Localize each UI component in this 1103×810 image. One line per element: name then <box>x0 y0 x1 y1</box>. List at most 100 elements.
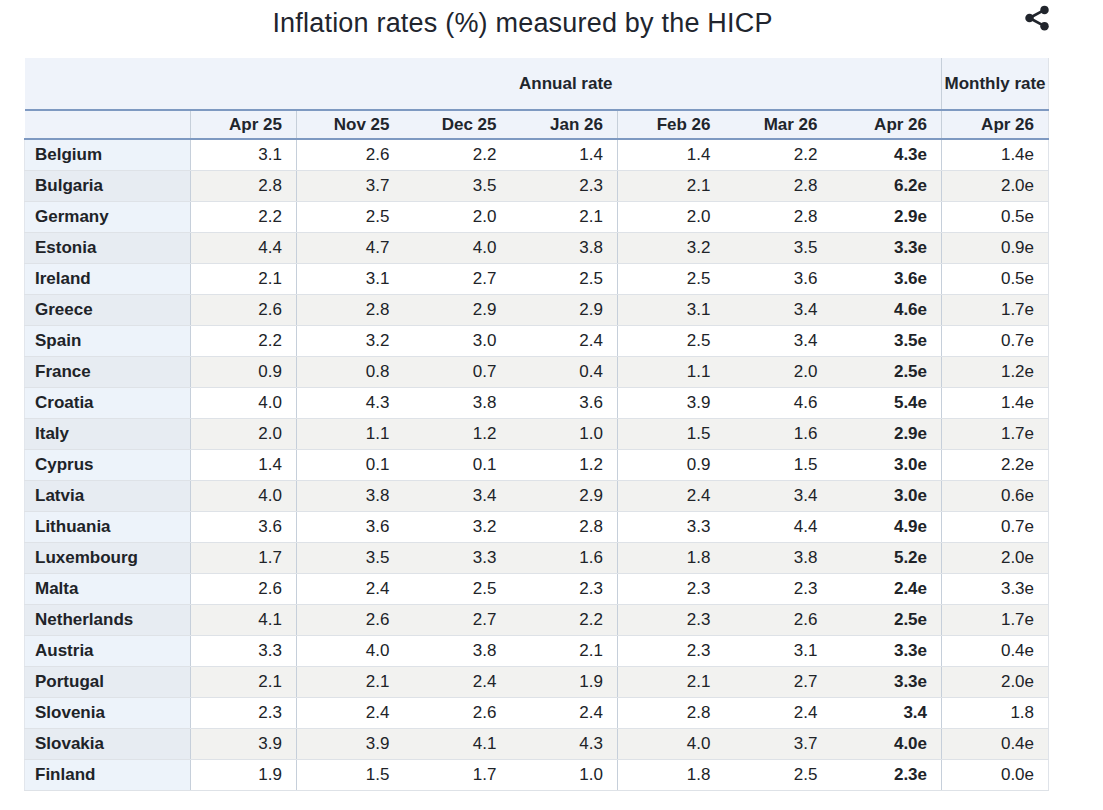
annual-rate-cell: 1.7 <box>191 542 297 573</box>
monthly-rate-cell: 0.0e <box>942 759 1049 790</box>
annual-rate-cell: 3.3e <box>832 232 942 263</box>
annual-rate-cell: 2.6 <box>191 294 297 325</box>
table-row: Portugal2.12.12.41.92.12.73.3e2.0e <box>25 666 1049 697</box>
annual-rate-cell: 3.4 <box>404 480 511 511</box>
table-row: Lithuania3.63.63.22.83.34.44.9e0.7e <box>25 511 1049 542</box>
annual-rate-cell: 3.7 <box>297 170 404 201</box>
annual-rate-cell: 2.3e <box>832 759 942 790</box>
annual-rate-cell: 3.2 <box>404 511 511 542</box>
country-cell: Italy <box>25 418 191 449</box>
annual-rate-cell: 2.6 <box>297 139 404 170</box>
annual-rate-cell: 4.6 <box>725 387 832 418</box>
annual-rate-cell: 2.4 <box>511 325 618 356</box>
annual-rate-group-header: Annual rate <box>191 58 942 110</box>
annual-rate-cell: 1.4 <box>191 449 297 480</box>
annual-rate-cell: 3.9 <box>618 387 725 418</box>
country-cell: Luxembourg <box>25 542 191 573</box>
annual-rate-cell: 5.2e <box>832 542 942 573</box>
country-cell: Bulgaria <box>25 170 191 201</box>
annual-rate-cell: 4.6e <box>832 294 942 325</box>
annual-rate-cell: 0.4 <box>511 356 618 387</box>
annual-rate-cell: 2.2 <box>511 604 618 635</box>
annual-rate-cell: 0.8 <box>297 356 404 387</box>
annual-rate-cell: 3.6 <box>725 263 832 294</box>
monthly-rate-cell: 1.4e <box>942 139 1049 170</box>
annual-rate-cell: 3.3 <box>404 542 511 573</box>
table-row: Greece2.62.82.92.93.13.44.6e1.7e <box>25 294 1049 325</box>
annual-rate-cell: 2.9e <box>832 418 942 449</box>
table-row: Italy2.01.11.21.01.51.62.9e1.7e <box>25 418 1049 449</box>
annual-rate-cell: 3.5e <box>832 325 942 356</box>
corner-cell <box>25 110 191 139</box>
annual-rate-cell: 1.0 <box>511 759 618 790</box>
annual-rate-cell: 2.5 <box>618 325 725 356</box>
annual-rate-cell: 2.7 <box>725 666 832 697</box>
country-cell: Estonia <box>25 232 191 263</box>
annual-rate-cell: 3.0e <box>832 449 942 480</box>
annual-rate-cell: 4.4 <box>191 232 297 263</box>
annual-rate-cell: 2.5e <box>832 604 942 635</box>
annual-rate-cell: 1.8 <box>618 542 725 573</box>
annual-rate-cell: 3.5 <box>297 542 404 573</box>
country-cell: Malta <box>25 573 191 604</box>
share-icon <box>1022 21 1052 36</box>
annual-rate-cell: 3.4 <box>725 480 832 511</box>
monthly-rate-cell: 0.5e <box>942 263 1049 294</box>
annual-rate-cell: 2.9 <box>511 294 618 325</box>
annual-rate-cell: 1.4 <box>618 139 725 170</box>
monthly-rate-cell: 1.7e <box>942 418 1049 449</box>
monthly-rate-cell: 2.0e <box>942 542 1049 573</box>
table-row: Ireland2.13.12.72.52.53.63.6e0.5e <box>25 263 1049 294</box>
annual-rate-cell: 1.2 <box>404 418 511 449</box>
annual-rate-cell: 2.9e <box>832 201 942 232</box>
annual-rate-cell: 3.3 <box>618 511 725 542</box>
country-cell: Germany <box>25 201 191 232</box>
annual-rate-cell: 2.0 <box>404 201 511 232</box>
annual-rate-cell: 3.9 <box>297 728 404 759</box>
table-row: Luxembourg1.73.53.31.61.83.85.2e2.0e <box>25 542 1049 573</box>
annual-rate-cell: 3.6 <box>191 511 297 542</box>
monthly-rate-cell: 2.2e <box>942 449 1049 480</box>
annual-rate-cell: 2.0 <box>725 356 832 387</box>
annual-rate-cell: 2.4 <box>618 480 725 511</box>
annual-rate-cell: 3.8 <box>511 232 618 263</box>
title-bar: Inflation rates (%) measured by the HICP <box>0 0 1103 52</box>
country-cell: Belgium <box>25 139 191 170</box>
annual-rate-cell: 4.7 <box>297 232 404 263</box>
table-row: Estonia4.44.74.03.83.23.53.3e0.9e <box>25 232 1049 263</box>
monthly-rate-cell: 0.9e <box>942 232 1049 263</box>
monthly-column-header: Apr 26 <box>942 110 1049 139</box>
annual-rate-cell: 3.6e <box>832 263 942 294</box>
annual-rate-cell: 2.7 <box>404 263 511 294</box>
month-column-header: Apr 25 <box>191 110 297 139</box>
annual-rate-cell: 3.5 <box>404 170 511 201</box>
monthly-rate-cell: 0.7e <box>942 325 1049 356</box>
month-column-header: Dec 25 <box>404 110 511 139</box>
monthly-rate-cell: 1.2e <box>942 356 1049 387</box>
annual-rate-cell: 3.4 <box>725 325 832 356</box>
annual-rate-cell: 2.3 <box>725 573 832 604</box>
table-row: Croatia4.04.33.83.63.94.65.4e1.4e <box>25 387 1049 418</box>
annual-rate-cell: 2.3 <box>511 573 618 604</box>
monthly-rate-cell: 0.4e <box>942 728 1049 759</box>
annual-rate-cell: 1.6 <box>725 418 832 449</box>
monthly-rate-cell: 0.5e <box>942 201 1049 232</box>
annual-rate-cell: 2.4 <box>404 666 511 697</box>
annual-rate-cell: 1.5 <box>618 418 725 449</box>
annual-rate-cell: 1.9 <box>191 759 297 790</box>
annual-rate-cell: 2.5 <box>297 201 404 232</box>
annual-rate-cell: 2.9 <box>404 294 511 325</box>
table-body: Belgium3.12.62.21.41.42.24.3e1.4eBulgari… <box>25 139 1049 790</box>
annual-rate-cell: 2.6 <box>191 573 297 604</box>
annual-rate-cell: 3.0 <box>404 325 511 356</box>
annual-rate-cell: 0.7 <box>404 356 511 387</box>
annual-rate-cell: 2.1 <box>191 666 297 697</box>
annual-rate-cell: 2.4 <box>297 573 404 604</box>
annual-rate-cell: 4.9e <box>832 511 942 542</box>
annual-rate-cell: 4.0 <box>191 480 297 511</box>
share-button[interactable] <box>1021 3 1053 35</box>
annual-rate-cell: 3.8 <box>404 635 511 666</box>
annual-rate-cell: 2.2 <box>191 201 297 232</box>
monthly-rate-cell: 2.0e <box>942 666 1049 697</box>
annual-rate-cell: 2.6 <box>297 604 404 635</box>
